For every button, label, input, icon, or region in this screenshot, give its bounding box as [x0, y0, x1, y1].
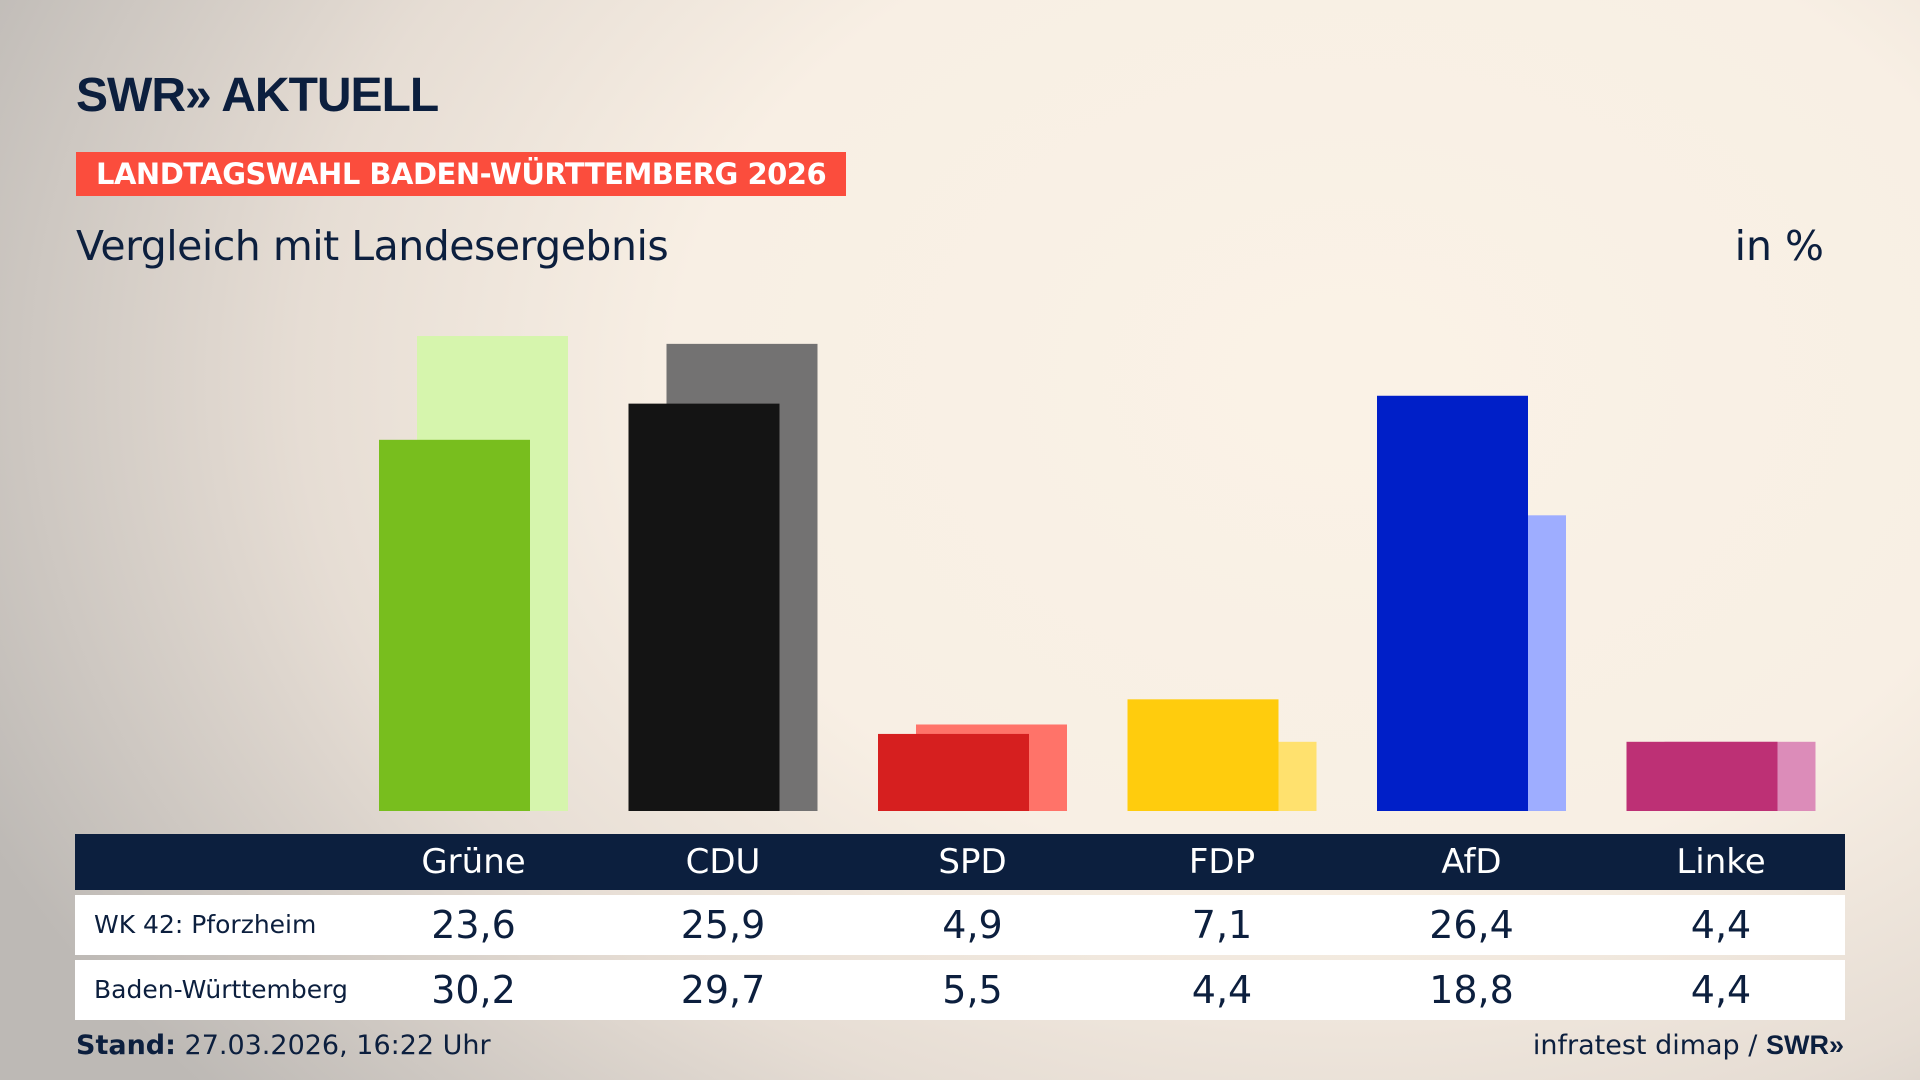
- value-cell: 18,8: [1429, 968, 1514, 1012]
- column-header: AfD: [1441, 842, 1502, 882]
- value-cell: 23,6: [431, 903, 516, 947]
- unit-label: in %: [1734, 222, 1824, 270]
- value-cell: 4,4: [1690, 968, 1752, 1012]
- value-cell: 29,7: [680, 968, 766, 1012]
- column-header: Grüne: [421, 842, 526, 882]
- source-credit: infratest dimap / SWR»: [1533, 1030, 1844, 1061]
- bar-district-fdp: [1127, 699, 1279, 811]
- value-cell: 25,9: [680, 903, 766, 947]
- column-header: CDU: [685, 842, 761, 882]
- value-cell: 4,9: [942, 903, 1003, 947]
- value-cell: 30,2: [431, 968, 516, 1012]
- source-text: infratest dimap /: [1532, 1030, 1758, 1061]
- value-cell: 4,4: [1690, 903, 1752, 947]
- stand-value: 27.03.2026, 16:22 Uhr: [184, 1030, 491, 1061]
- stand-label: Stand:: [76, 1030, 176, 1061]
- value-cell: 5,5: [942, 968, 1003, 1012]
- swr-logo: SWR»: [1765, 1030, 1844, 1060]
- table-row: Baden-Württemberg 30,2 29,7 5,5 4,4 18,8 4,4: [75, 960, 1845, 1020]
- table-row: WK 42: Pforzheim 23,6 25,9 4,9 7,1 26,4 4,4: [75, 895, 1845, 955]
- column-header: Linke: [1676, 842, 1766, 882]
- bar-district-grüne: [379, 439, 530, 811]
- chart-subtitle: Vergleich mit Landesergebnis: [76, 222, 669, 270]
- row-label: WK 42: Pforzheim: [94, 910, 317, 939]
- column-header: FDP: [1188, 842, 1256, 882]
- table-header: Grüne CDU SPD FDP AfD Linke: [75, 834, 1845, 890]
- timestamp: Stand: 27.03.2026, 16:22 Uhr: [76, 1030, 491, 1061]
- row-label: Baden-Württemberg: [94, 975, 348, 1004]
- swr-aktuell-logo: SWR» AKTUELL: [76, 69, 439, 122]
- value-cell: 4,4: [1191, 968, 1253, 1012]
- bar-district-afd: [1377, 395, 1528, 811]
- election-banner: LANDTAGSWAHL BADEN-WÜRTTEMBERG 2026: [76, 152, 847, 196]
- value-cell: 26,4: [1429, 903, 1514, 947]
- bar-district-cdu: [628, 403, 780, 811]
- bar-district-spd: [878, 733, 1029, 811]
- value-cell: 7,1: [1191, 903, 1253, 947]
- bar-district-linke: [1626, 741, 1778, 811]
- column-header: SPD: [938, 842, 1007, 882]
- results-table: Grüne CDU SPD FDP AfD Linke WK 42: Pforzheim 2…: [75, 834, 1845, 1020]
